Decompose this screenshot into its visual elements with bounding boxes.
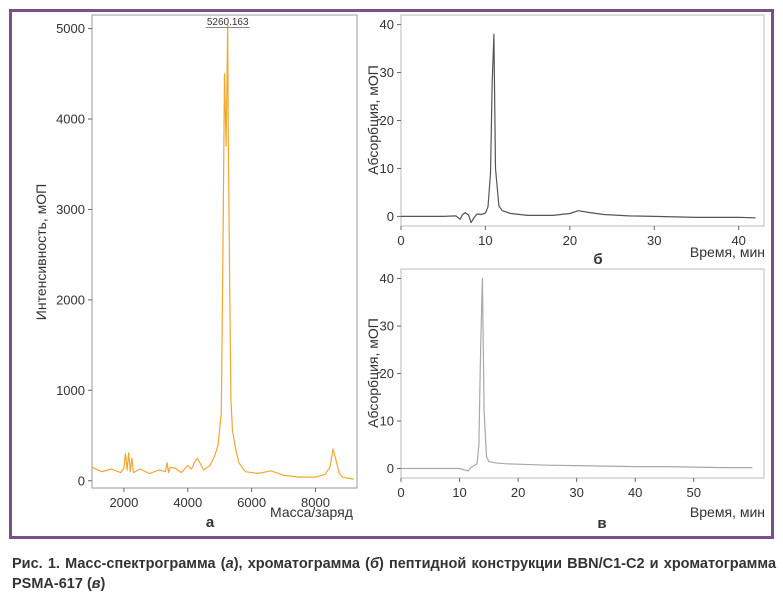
caption-text-4: ) <box>100 576 106 592</box>
panel-a-x-tick-label: 2000 <box>109 495 138 510</box>
caption-text-2: ), хроматограмма ( <box>233 556 370 572</box>
panel-v-y-tick-label: 40 <box>380 271 394 286</box>
panel-a-y-axis-label: Интенсивность, мОП <box>33 184 49 320</box>
panel-b-y-tick-label: 30 <box>380 65 394 80</box>
panel-v-x-axis-label: Время, мин <box>690 504 765 520</box>
panel-v-series-line <box>401 277 753 472</box>
caption-italic-a: а <box>225 556 234 572</box>
panel-v-y-tick-label: 10 <box>380 414 394 429</box>
panel-a-series-line <box>91 24 354 480</box>
panel-a-x-tick-label: 4000 <box>173 495 202 510</box>
panel-b-x-tick-label: 20 <box>563 233 577 248</box>
panel-a-plot-frame <box>91 14 358 489</box>
panel-v-y-axis-label: Абсорбция, мОП <box>365 318 381 428</box>
panel-b-y-tick-label: 20 <box>380 113 394 128</box>
panel-a-y-tick-label: 1000 <box>56 383 85 398</box>
caption-text-1: Рис. 1. Масс-спектрограмма ( <box>12 556 226 572</box>
panel-b-series-line <box>401 33 756 224</box>
panel-b-y-axis-label: Абсорбция, мОП <box>365 65 381 175</box>
panel-a-y-tick-label: 5000 <box>56 21 85 36</box>
panel-a-x-axis-label: Масса/заряд <box>270 504 353 520</box>
figure-svg: 2000 4000 6000 8000010002000300040005000Мас… <box>33 14 765 532</box>
panel-a-y-tick-label: 3000 <box>56 202 85 217</box>
panel-b-x-tick-label: 40 <box>731 233 745 248</box>
figure-frame: 2000 4000 6000 8000 0 1000 2000 3000 4000 5000 Мас… <box>9 9 774 539</box>
panel-a-y-tick-label: 4000 <box>56 112 85 127</box>
panel-b-y-tick-label: 10 <box>380 161 394 176</box>
panel-b-x-tick-label: 0 <box>397 233 404 248</box>
panel-a-x-tick-label: 8000 <box>301 495 330 510</box>
panel-a-panel-letter: а <box>206 514 215 531</box>
panel-v-x-tick-label: 30 <box>569 485 583 500</box>
panel-a-peak-label: 5260.163 <box>207 17 249 28</box>
panel-v-plot-frame <box>400 268 765 479</box>
panel-v-x-tick-label: 10 <box>452 485 466 500</box>
panel-v-x-tick-label: 40 <box>628 485 642 500</box>
panel-b-x-tick-label: 30 <box>647 233 661 248</box>
panel-v-x-tick-label: 20 <box>511 485 525 500</box>
panel-v-x-tick-label: 0 <box>397 485 404 500</box>
panel-v-panel-letter: в <box>597 515 606 532</box>
panel-b-x-axis-label: Время, мин <box>690 244 765 260</box>
panel-v-y-tick-label: 0 <box>387 461 394 476</box>
panel-v-y-tick-label: 20 <box>380 366 394 381</box>
caption-text-3: ) пептидной конструкции BBN/C1-C2 и хром… <box>12 556 777 592</box>
panel-b-plot-frame <box>400 14 765 227</box>
panel-b-y-tick-label: 40 <box>380 17 394 32</box>
panel-b-x-tick-label: 10 <box>478 233 492 248</box>
panel-v-y-tick-label: 30 <box>380 319 394 334</box>
panel-v-chromatogram: 0 10 20 30 40 50 0 10 20 30 40 Время, мин Абсорбция,… <box>365 268 765 532</box>
panel-a-x-tick-label: 6000 <box>237 495 266 510</box>
figure-caption: Рис. 1. Масс-спектрограмма (а), хроматог… <box>12 554 776 594</box>
panel-a-y-tick-label: 0 <box>78 473 85 488</box>
panel-b-y-tick-label: 0 <box>387 209 394 224</box>
panel-b-panel-letter: б <box>593 251 602 268</box>
panel-a-mass-spectrum: 2000 4000 6000 8000 0 1000 2000 3000 4000 5000 Мас… <box>33 14 358 531</box>
caption-italic-v: в <box>91 576 101 592</box>
caption-italic-b: б <box>369 556 379 572</box>
panel-v-x-tick-label: 50 <box>687 485 701 500</box>
panel-a-y-tick-label: 2000 <box>56 292 85 307</box>
